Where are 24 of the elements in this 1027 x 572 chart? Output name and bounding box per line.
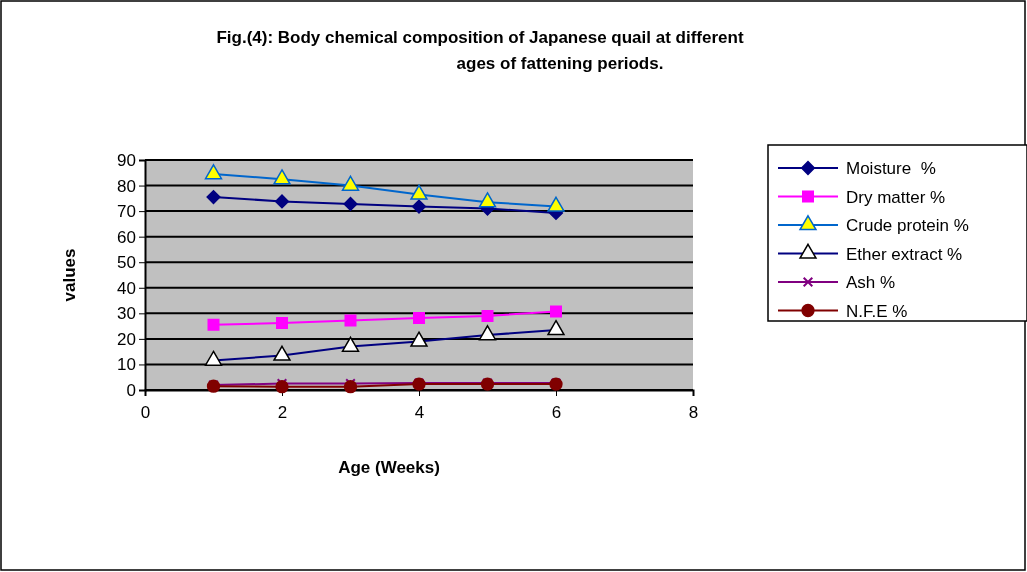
legend-label: Ether extract % — [846, 244, 963, 264]
y-tick-label: 80 — [117, 176, 136, 196]
y-tick-label: 60 — [117, 227, 136, 247]
y-tick-label: 0 — [126, 380, 136, 400]
legend-label: Crude protein % — [846, 216, 969, 235]
y-tick-label: 30 — [117, 304, 136, 324]
y-tick-label: 90 — [117, 150, 136, 170]
x-axis-title: Age (Weeks) — [338, 458, 440, 477]
y-axis-title: values — [60, 248, 79, 302]
x-tick-label: 4 — [414, 402, 425, 422]
legend-label: Moisture % — [846, 159, 936, 178]
legend-label: N.F.E % — [846, 301, 908, 321]
x-tick-label: 0 — [140, 402, 151, 422]
x-tick-label: 8 — [688, 402, 699, 422]
x-tick-label: 2 — [277, 402, 288, 422]
y-tick-label: 40 — [117, 278, 136, 298]
legend-label: Ash % — [846, 273, 896, 292]
y-tick-label: 10 — [117, 355, 136, 375]
x-tick-label: 6 — [551, 402, 562, 422]
chart-title: Fig.(4): Body chemical composition of Japanese quail at different ages of fattening periods. — [216, 28, 744, 73]
legend-label: Dry matter % — [846, 187, 946, 207]
y-tick-label: 20 — [117, 329, 136, 349]
y-tick-label: 70 — [117, 202, 136, 222]
y-tick-label: 50 — [117, 253, 136, 273]
